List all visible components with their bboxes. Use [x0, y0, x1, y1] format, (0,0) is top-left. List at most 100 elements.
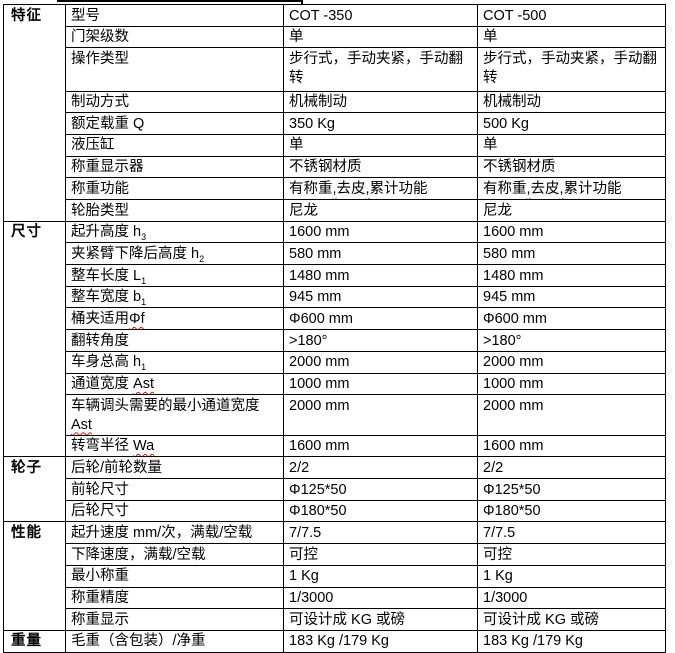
text-segment: 1480 mm — [289, 267, 350, 284]
text-segment: Φ180*50 — [483, 503, 541, 520]
value-cell-cot350: >180° — [283, 329, 478, 352]
text-segment: 可控 — [483, 546, 512, 563]
table-row: 性能 起升速度 mm/次，满载/空载 7/7.5 7/7.5 — [3, 521, 666, 631]
text-segment: 称重显示器 — [71, 159, 144, 176]
cutoff-row-border-tick — [301, 0, 303, 5]
text-segment: 7/7.5 — [483, 524, 516, 541]
value-cell-cot500: 1600 mm — [477, 220, 666, 244]
value-cell-cot350: 尼龙 — [283, 199, 478, 222]
parameter-cell: 称重显示 — [65, 608, 284, 631]
parameter-cell: 后轮/前轮数量 — [65, 456, 284, 480]
value-cell-cot500: Φ600 mm — [477, 307, 666, 331]
text-segment: 1600 mm — [289, 224, 350, 241]
text-segment: 2000 mm — [483, 397, 544, 414]
table-row: 车辆调头需要的最小通道宽度 Ast 2000 mm 2000 mm — [4, 394, 666, 436]
table-row: 后轮尺寸 Φ180*50 Φ180*50 — [4, 499, 666, 523]
text-segment: 单 — [483, 29, 498, 45]
text-segment: 车辆调头需要的最小通道宽度 — [71, 397, 260, 414]
value-cell-cot350: 单 — [283, 25, 478, 49]
value-cell-cot500: 500 Kg — [477, 112, 666, 135]
text-segment: 后轮/前轮数量 — [71, 459, 163, 476]
text-segment: 不锈钢材质 — [483, 159, 556, 176]
value-cell-cot500: 2/2 — [477, 456, 666, 480]
value-cell-cot500: 单 — [477, 25, 666, 49]
parameter-cell: 夹紧臂下降后高度 h2 — [65, 242, 284, 266]
category-cell: 性能 — [3, 521, 66, 631]
value-cell-cot500: 7/7.5 — [477, 521, 666, 545]
value-cell-cot500: 不锈钢材质 — [477, 155, 666, 179]
value-cell-cot350: 步行式，手动夹紧，手动翻转 — [283, 47, 478, 92]
text-segment: 1480 mm — [483, 267, 544, 284]
parameter-cell: 称重精度 — [65, 586, 284, 610]
table-row: 轮胎类型 尼龙 尼龙 — [4, 199, 666, 222]
parameter-cell: 轮胎类型 — [65, 199, 284, 222]
spellcheck-underlined-text: Wa — [133, 438, 155, 455]
value-cell-cot350: 可设计成 KG 或磅 — [283, 608, 478, 631]
text-segment: 机械制动 — [483, 94, 541, 111]
category-cell: 特征 — [3, 4, 66, 222]
value-cell-cot500: 1 Kg — [477, 564, 666, 588]
value-cell-cot350: 7/7.5 — [283, 521, 478, 545]
value-cell-cot350: 1 Kg — [283, 564, 478, 588]
text-segment: 累计功能 — [369, 180, 428, 197]
value-cell-cot500: 2000 mm — [477, 350, 666, 374]
text-segment: 前轮尺寸 — [71, 481, 129, 498]
value-cell-cot500: 步行式，手动夹紧，手动翻转 — [477, 47, 666, 92]
text-segment: 称重精度 — [71, 590, 129, 607]
value-cell-cot350: Φ180*50 — [283, 499, 478, 523]
value-cell-cot500: 可控 — [477, 543, 666, 566]
parameter-cell: 翻转角度 — [65, 329, 284, 352]
value-cell-cot500: 机械制动 — [477, 90, 666, 114]
text-segment: 操作类型 — [71, 50, 129, 67]
text-segment: Φ125*50 — [483, 481, 541, 498]
text-segment: 尼龙 — [289, 202, 318, 219]
value-cell-cot350: 1000 mm — [283, 372, 478, 396]
text-segment: COT -500 — [483, 7, 547, 24]
parameter-cell: 整车长度 L1 — [65, 264, 284, 287]
text-segment: 翻转角度 — [71, 332, 129, 349]
value-cell-cot350: 350 Kg — [283, 112, 478, 135]
text-segment: 1/3000 — [289, 590, 334, 607]
text-segment: 最小称重 — [71, 568, 129, 585]
text-segment: 183 Kg /179 Kg — [483, 633, 583, 650]
value-cell-cot350: 2000 mm — [283, 350, 478, 374]
table-row: 夹紧臂下降后高度 h2 580 mm 580 mm — [4, 242, 666, 266]
text-segment: 有称重 — [483, 180, 527, 197]
parameter-cell: 转弯半径 Wa — [65, 434, 284, 458]
table-row: 额定载重 Q 350 Kg 500 Kg — [4, 112, 666, 135]
text-segment: 桶夹适用 — [71, 310, 129, 327]
value-cell-cot500: 1480 mm — [477, 264, 666, 287]
spellcheck-underlined-text: Ast — [71, 416, 92, 433]
text-segment: 去皮 — [336, 180, 366, 197]
parameter-cell: 最小称重 — [65, 564, 284, 588]
text-segment: 500 Kg — [483, 115, 529, 132]
value-cell-cot350: 1600 mm — [283, 220, 478, 244]
value-cell-cot350: 1480 mm — [283, 264, 478, 287]
document-page: 特征 型号 COT -350 COT -500 门架级数单单操作类型 步行式，手动夹紧，手… — [3, 0, 666, 653]
text-segment: 2/2 — [483, 459, 504, 476]
value-cell-cot350: 单 — [283, 133, 478, 157]
text-segment: 可控 — [289, 546, 318, 563]
value-cell-cot500: 单 — [477, 133, 666, 157]
value-cell-cot500: 1600 mm — [477, 434, 666, 458]
text-segment: 有称重 — [289, 180, 333, 197]
value-cell-cot350: 2/2 — [283, 456, 478, 480]
value-cell-cot500: 1/3000 — [477, 586, 666, 610]
text-segment: 不锈钢材质 — [289, 159, 362, 176]
parameter-cell: 车身总高 h1 — [65, 350, 284, 374]
parameter-cell: 额定载重 Q — [65, 112, 284, 135]
text-segment: 整车长度 L — [71, 267, 142, 284]
parameter-cell: 毛重（含包装）/净重 — [65, 629, 284, 653]
text-segment: 2000 mm — [483, 354, 544, 371]
text-segment: 制动方式 — [71, 94, 129, 111]
text-segment: COT -350 — [289, 7, 353, 24]
spec-table-body: 特征 型号 COT -350 COT -500 门架级数单单操作类型 步行式，手动夹紧，手… — [3, 4, 666, 653]
table-row: 车身总高 h1 2000 mm 2000 mm — [4, 350, 666, 374]
text-segment: 门架级数 — [71, 29, 129, 45]
text-segment: 1 Kg — [483, 568, 513, 585]
value-cell-cot350: Φ600 mm — [283, 307, 478, 331]
parameter-cell: 前轮尺寸 — [65, 478, 284, 501]
spellcheck-underlined-text: , — [559, 180, 564, 197]
value-cell-cot500: 有称重,去皮,累计功能 — [477, 177, 666, 201]
parameter-cell: 门架级数 — [65, 25, 284, 49]
